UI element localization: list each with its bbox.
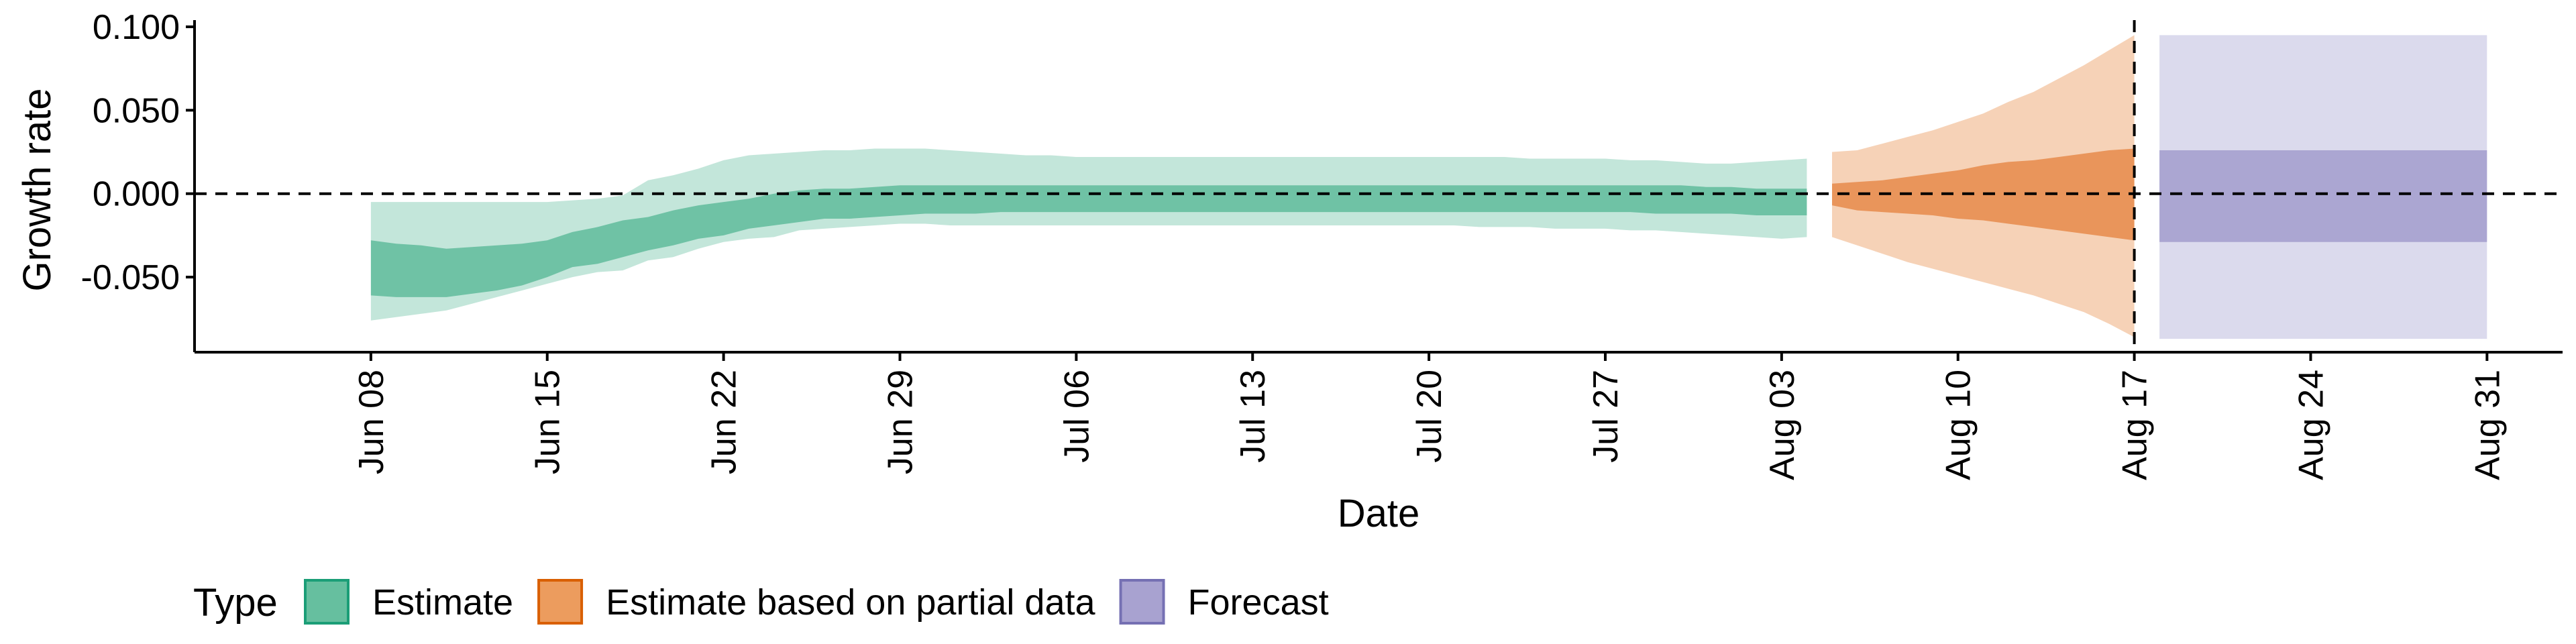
band-50-estimate: [370, 185, 1807, 297]
legend-title: Type: [193, 581, 278, 625]
band-50-forecast: [2159, 150, 2487, 242]
axes: [193, 20, 2563, 354]
reference-lines: [195, 20, 2563, 352]
x-tick-label: Jun 15: [529, 370, 568, 474]
x-tick-label: Jun 29: [881, 370, 920, 474]
y-tick-label: 0.050: [93, 91, 180, 130]
x-tick-label: Jul 06: [1057, 370, 1096, 463]
legend-label: Forecast: [1188, 582, 1329, 623]
legend-swatch: [1119, 579, 1165, 625]
y-tick-label: -0.050: [81, 258, 180, 297]
legend: Type Estimate Estimate based on partial d…: [193, 579, 1329, 625]
y-tick-label: 0.100: [93, 8, 180, 47]
y-tick-label: 0.000: [93, 175, 180, 214]
x-tick-label: Jul 27: [1587, 370, 1625, 463]
x-tick-label: Aug 10: [1939, 370, 1978, 480]
y-axis-ticks: -0.050 0.000 0.050 0.100: [81, 8, 195, 297]
x-tick-label: Jul 20: [1410, 370, 1449, 463]
credible-interval-bands: [370, 35, 2487, 339]
x-axis-title: Date: [1338, 492, 1420, 535]
x-tick-label: Jul 13: [1234, 370, 1273, 463]
x-tick-label: Jun 08: [352, 370, 391, 474]
legend-label: Estimate: [372, 582, 513, 623]
legend-label: Estimate based on partial data: [606, 582, 1095, 623]
y-axis-title: Growth rate: [15, 89, 59, 292]
legend-entries: Estimate Estimate based on partial data Fo…: [304, 579, 1329, 625]
legend-swatch: [304, 579, 350, 625]
x-tick-label: Jun 22: [705, 370, 744, 474]
x-tick-label: Aug 31: [2468, 370, 2507, 480]
x-tick-label: Aug 24: [2292, 370, 2331, 480]
legend-swatch: [537, 579, 584, 625]
x-axis-ticks: Jun 08 Jun 15 Jun 22 Jun 29 Jul 06 Jul 13 Jul …: [352, 352, 2507, 480]
x-tick-label: Aug 03: [1763, 370, 1802, 480]
x-tick-label: Aug 17: [2116, 370, 2155, 480]
